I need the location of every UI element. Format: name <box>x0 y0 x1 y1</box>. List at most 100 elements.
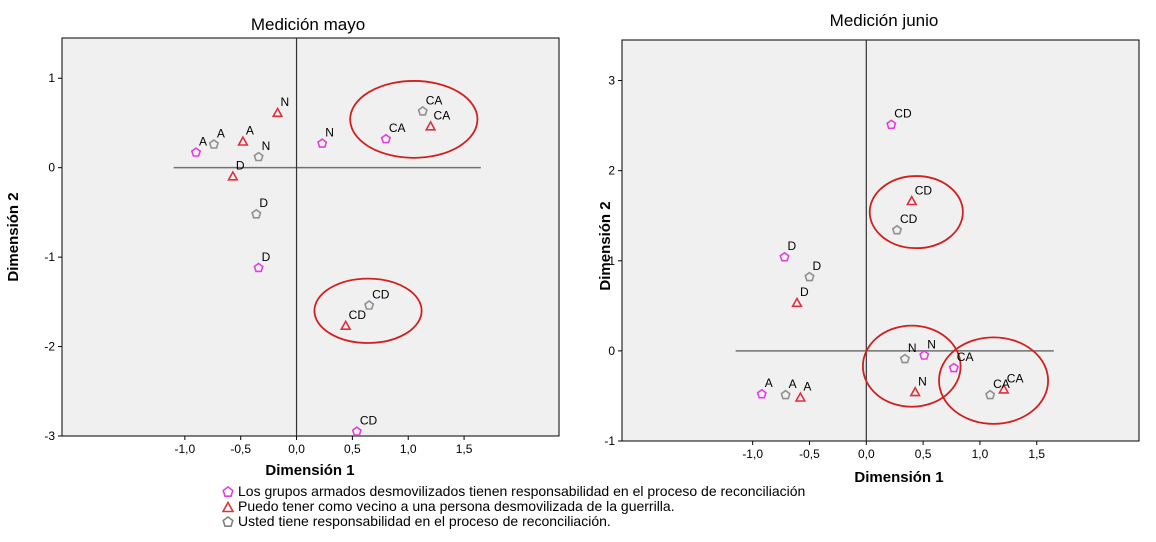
x-tick-label: 0,5 <box>915 447 932 461</box>
chart-1: Medición mayo Dimensión 1 Dimensión 2 -1,0 -… <box>5 15 560 479</box>
data-point-label: N <box>325 126 334 140</box>
data-point-pentagon <box>351 426 362 436</box>
data-point-label: N <box>262 139 271 153</box>
chart-title: Medición mayo <box>251 15 365 34</box>
data-point-label: A <box>199 134 207 148</box>
data-point-pentagon <box>899 353 911 364</box>
y-tick-label: 1 <box>608 254 615 268</box>
x-axis-label: Dimensión 1 <box>854 469 943 486</box>
y-tick-label: -3 <box>44 429 55 443</box>
highlight-circle <box>861 324 962 408</box>
data-point-triangle <box>424 120 437 131</box>
highlight-circle <box>349 80 479 159</box>
data-point-pentagon <box>804 271 815 282</box>
x-tick-label: 0,0 <box>288 442 305 456</box>
legend-item-vecino: Puedo tener como vecino a una persona de… <box>222 499 805 514</box>
data-point-label: N <box>908 341 917 355</box>
x-tick-label: 0,0 <box>858 447 875 461</box>
highlight-circle <box>868 175 964 250</box>
data-point-pentagon <box>253 151 264 162</box>
data-point-triangle <box>237 135 249 146</box>
y-axis-label: Dimensión 2 <box>5 192 22 281</box>
data-point-label: CD <box>915 183 933 197</box>
data-point-pentagon <box>919 350 930 360</box>
highlight-circle <box>938 336 1049 425</box>
x-tick-label: 0,5 <box>344 442 361 456</box>
highlight-circle <box>313 277 423 344</box>
plot-area <box>621 39 1140 442</box>
data-point-triangle <box>271 106 284 118</box>
x-axis-label: Dimensión 1 <box>265 462 354 479</box>
data-point-label: CD <box>894 107 912 121</box>
x-tick-label: 1,0 <box>972 447 989 461</box>
data-point-label: CD <box>360 414 378 428</box>
data-point-label: D <box>236 159 245 173</box>
y-tick-label: 2 <box>608 164 615 178</box>
data-point-label: CA <box>957 350 974 364</box>
data-point-label: CD <box>372 287 390 301</box>
x-tick-label: 1,5 <box>1028 447 1045 461</box>
data-point-label: D <box>787 239 796 253</box>
y-tick-label: -1 <box>604 434 615 448</box>
data-point-label: CA <box>426 93 443 107</box>
x-tick-label: 1,5 <box>456 442 473 456</box>
data-point-pentagon <box>190 147 202 157</box>
legend-label: Los grupos armados desmovilizados tienen… <box>238 483 806 499</box>
data-point-pentagon <box>948 362 959 373</box>
data-point-triangle <box>909 386 921 397</box>
data-point-label: D <box>259 196 268 210</box>
plot-area <box>61 37 560 437</box>
x-tick-label: -0,5 <box>230 442 251 456</box>
data-point-pentagon <box>886 119 897 130</box>
data-point-label: N <box>918 374 927 388</box>
data-point-pentagon <box>985 389 996 400</box>
data-point-pentagon <box>756 388 767 399</box>
data-point-label: CA <box>993 377 1010 391</box>
data-point-pentagon <box>251 208 262 219</box>
data-point-triangle <box>791 296 803 308</box>
y-tick-label: -2 <box>44 340 55 354</box>
x-tick-label: -1,0 <box>175 442 196 456</box>
data-point-label: CD <box>900 212 918 226</box>
magenta-pentagon-icon <box>222 485 234 497</box>
y-axis-label: Dimensión 2 <box>597 201 614 290</box>
data-point-pentagon <box>364 300 375 310</box>
legend-label: Puedo tener como vecino a una persona de… <box>238 498 675 514</box>
data-point-label: N <box>281 95 290 109</box>
legend-item-grupos: Los grupos armados desmovilizados tienen… <box>222 484 805 499</box>
data-point-pentagon <box>253 262 264 273</box>
x-tick-label: -0,5 <box>799 447 820 461</box>
data-point-triangle <box>227 170 239 181</box>
data-point-triangle <box>906 195 918 206</box>
data-point-label: CA <box>389 121 406 135</box>
data-point-pentagon <box>779 251 790 262</box>
legend-label: Usted tiene responsabilidad en el proces… <box>238 513 611 529</box>
gray-pentagon-icon <box>222 515 234 527</box>
data-point-triangle <box>998 383 1010 394</box>
y-tick-label: 0 <box>608 344 615 358</box>
y-tick-label: -1 <box>44 250 55 264</box>
legend: Los grupos armados desmovilizados tienen… <box>222 484 805 529</box>
data-point-pentagon <box>317 138 328 148</box>
data-point-pentagon <box>417 105 428 116</box>
data-point-pentagon <box>208 139 220 149</box>
data-point-label: CD <box>349 308 367 322</box>
chart-title: Medición junio <box>830 11 939 30</box>
data-point-label: A <box>803 380 811 394</box>
data-point-label: CA <box>434 109 451 123</box>
data-point-label: D <box>812 259 821 273</box>
data-point-label: D <box>800 285 809 299</box>
data-point-label: A <box>246 124 254 138</box>
legend-item-usted: Usted tiene responsabilidad en el proces… <box>222 514 805 529</box>
red-triangle-icon <box>222 500 234 512</box>
data-point-label: N <box>927 337 936 351</box>
data-point-pentagon <box>891 224 903 235</box>
y-tick-label: 1 <box>48 71 55 85</box>
x-tick-label: -1,0 <box>742 447 763 461</box>
data-point-triangle <box>794 391 807 402</box>
data-point-pentagon <box>780 389 791 400</box>
data-point-label: A <box>765 376 773 390</box>
data-point-label: CA <box>1007 372 1024 386</box>
data-point-label: A <box>217 126 225 140</box>
